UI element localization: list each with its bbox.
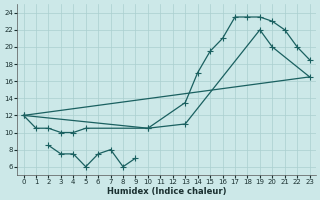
X-axis label: Humidex (Indice chaleur): Humidex (Indice chaleur) [107, 187, 226, 196]
